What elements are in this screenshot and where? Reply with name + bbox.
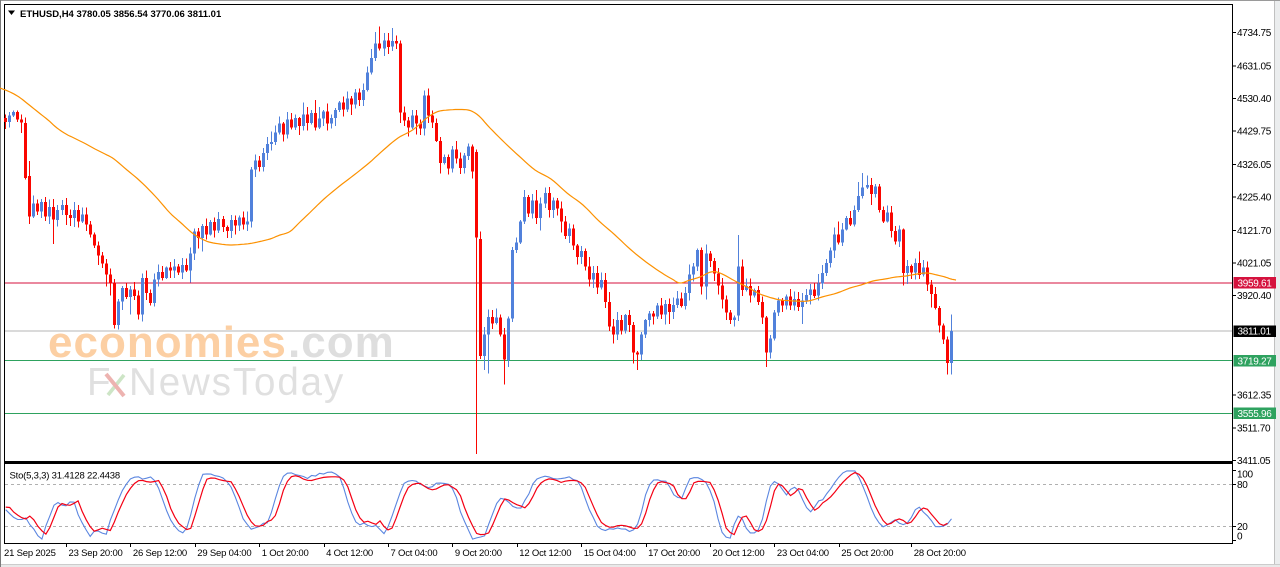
svg-text:4 Oct 12:00: 4 Oct 12:00 <box>326 548 373 559</box>
svg-text:26 Sep 12:00: 26 Sep 12:00 <box>133 548 187 559</box>
svg-text:3719.27: 3719.27 <box>1238 356 1273 367</box>
svg-text:25 Oct 20:00: 25 Oct 20:00 <box>841 548 893 559</box>
svg-text:4429.75: 4429.75 <box>1237 126 1272 137</box>
svg-text:12 Oct 12:00: 12 Oct 12:00 <box>519 548 571 559</box>
svg-text:Sto(5,3,3) 31.4128 22.4438: Sto(5,3,3) 31.4128 22.4438 <box>10 471 120 482</box>
svg-text:20 Oct 12:00: 20 Oct 12:00 <box>713 548 765 559</box>
svg-text:4631.05: 4631.05 <box>1237 61 1272 72</box>
svg-text:3511.70: 3511.70 <box>1237 423 1271 434</box>
svg-text:4121.70: 4121.70 <box>1237 226 1272 237</box>
svg-text:7 Oct 04:00: 7 Oct 04:00 <box>391 548 438 559</box>
svg-text:17 Oct 20:00: 17 Oct 20:00 <box>648 548 700 559</box>
svg-text:.com: .com <box>288 318 395 367</box>
svg-text:23 Sep 20:00: 23 Sep 20:00 <box>69 548 123 559</box>
svg-text:0: 0 <box>1237 532 1243 543</box>
svg-text:100: 100 <box>1237 470 1254 481</box>
svg-text:23 Oct 04:00: 23 Oct 04:00 <box>777 548 829 559</box>
svg-text:4530.40: 4530.40 <box>1237 94 1272 105</box>
svg-text:4734.75: 4734.75 <box>1237 28 1272 39</box>
svg-text:28 Oct 20:00: 28 Oct 20:00 <box>914 548 966 559</box>
svg-text:29 Sep 04:00: 29 Sep 04:00 <box>197 548 251 559</box>
svg-text:3811.01: 3811.01 <box>1238 327 1272 338</box>
svg-text:3959.61: 3959.61 <box>1238 279 1273 290</box>
svg-text:80: 80 <box>1237 480 1248 491</box>
svg-text:ETHUSD,H4 3780.05 3856.54 377: ETHUSD,H4 3780.05 3856.54 3770.06 3811.0… <box>20 9 222 20</box>
svg-text:3612.35: 3612.35 <box>1237 391 1272 402</box>
svg-text:15 Oct 04:00: 15 Oct 04:00 <box>584 548 636 559</box>
svg-text:4225.40: 4225.40 <box>1237 193 1272 204</box>
svg-text:4326.05: 4326.05 <box>1237 160 1272 171</box>
svg-text:economies: economies <box>48 318 287 367</box>
svg-text:20: 20 <box>1237 522 1248 533</box>
svg-text:21 Sep 2025: 21 Sep 2025 <box>4 548 56 559</box>
svg-text:9 Oct 20:00: 9 Oct 20:00 <box>455 548 502 559</box>
svg-text:3411.05: 3411.05 <box>1237 456 1271 467</box>
svg-text:1 Oct 20:00: 1 Oct 20:00 <box>262 548 309 559</box>
svg-text:F: F <box>87 361 112 404</box>
svg-text:NewsToday: NewsToday <box>129 361 345 404</box>
svg-text:3920.40: 3920.40 <box>1237 291 1272 302</box>
svg-text:4021.05: 4021.05 <box>1237 259 1272 270</box>
svg-text:3555.96: 3555.96 <box>1238 409 1273 420</box>
